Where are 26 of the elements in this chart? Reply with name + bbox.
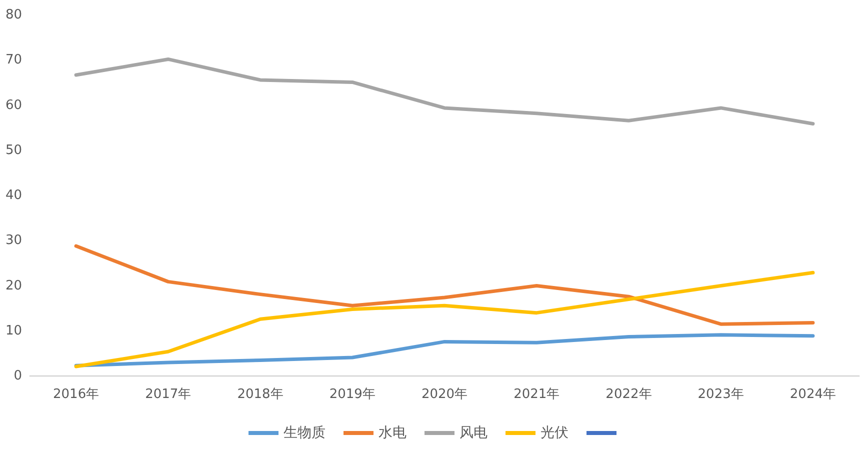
y-tick-label: 20 <box>5 278 22 294</box>
x-tick-label: 2019年 <box>329 387 376 402</box>
y-tick-label: 70 <box>5 52 22 68</box>
y-tick-label: 60 <box>5 98 22 113</box>
x-tick-label: 2023年 <box>698 387 744 402</box>
y-tick-label: 30 <box>5 233 22 248</box>
line-series <box>74 57 815 126</box>
x-tick-label: 2018年 <box>237 387 284 402</box>
y-tick-label: 10 <box>5 323 22 338</box>
y-tick-label: 80 <box>5 8 22 22</box>
y-tick-label: 0 <box>14 368 22 384</box>
line-series <box>74 333 815 368</box>
legend-label: 风电 <box>460 425 488 441</box>
x-tick-label: 2021年 <box>514 387 560 402</box>
x-tick-label: 2017年 <box>145 387 192 402</box>
line-series <box>74 244 815 326</box>
y-tick-label: 50 <box>5 142 22 158</box>
x-tick-label: 2022年 <box>606 387 652 402</box>
x-tick-label: 2024年 <box>790 387 836 402</box>
x-tick-label: 2016年 <box>53 387 100 402</box>
legend-label: 生物质 <box>284 425 326 441</box>
legend-label: 水电 <box>378 425 406 441</box>
legend-label: 光伏 <box>540 425 568 441</box>
line-series <box>74 270 815 368</box>
x-tick-label: 2020年 <box>421 387 468 402</box>
y-tick-label: 40 <box>5 188 22 203</box>
